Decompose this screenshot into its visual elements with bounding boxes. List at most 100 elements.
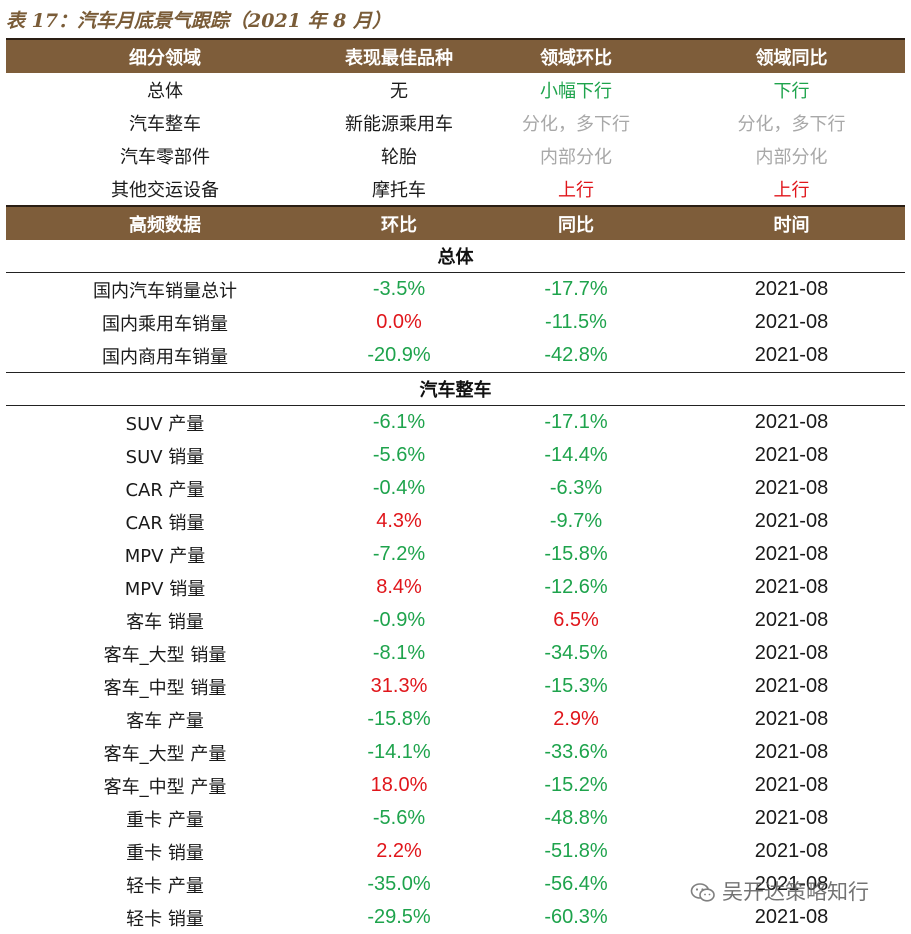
- yoy-value-cell: 6.5%: [553, 609, 599, 631]
- domain-mom-cell: 小幅下行: [540, 80, 612, 102]
- mom-value-cell: -0.4%: [372, 477, 426, 499]
- header-cell: 细分领域: [6, 38, 324, 73]
- table-row: 客车_大型 产量 -14.1% -33.6% 2021-08: [6, 736, 905, 769]
- table-row: 国内汽车销量总计 -3.5% -17.7% 2021-08: [6, 273, 905, 307]
- table-title: 表 17：汽车月底景气跟踪（2021 年 8 月）: [6, 10, 392, 32]
- domain-yoy-cell: 分化，多下行: [737, 113, 846, 135]
- time-cell: 2021-08: [754, 278, 829, 300]
- mom-value-cell: -7.2%: [372, 543, 426, 565]
- domain-row: 其他交运设备 摩托车 上行 上行: [6, 172, 905, 206]
- metric-name-cell: 轻卡 销量: [126, 908, 204, 930]
- domain-name-cell: 汽车整车: [129, 113, 201, 135]
- time-cell: 2021-08: [754, 576, 829, 598]
- table-row: 客车_中型 销量 31.3% -15.3% 2021-08: [6, 670, 905, 703]
- best-variety-cell: 轮胎: [381, 146, 417, 168]
- mom-value-cell: -6.1%: [372, 411, 426, 433]
- metric-name-cell: 客车 产量: [126, 710, 204, 732]
- table-row: 轻卡 产量 -35.0% -56.4% 2021-08: [6, 868, 905, 901]
- time-cell: 2021-08: [754, 807, 829, 829]
- best-variety-cell: 摩托车: [372, 179, 426, 201]
- metric-name-cell: 国内汽车销量总计: [93, 280, 237, 302]
- domain-name-cell: 汽车零部件: [120, 146, 210, 168]
- time-cell: 2021-08: [754, 708, 829, 730]
- header-row-highfreq: 高频数据 环比 同比 时间: [6, 205, 905, 240]
- metric-name-cell: CAR 产量: [125, 479, 205, 501]
- mom-value-cell: -5.6%: [372, 807, 426, 829]
- yoy-value-cell: -15.2%: [544, 774, 608, 796]
- header-cell: 环比: [324, 205, 474, 240]
- best-variety-cell: 无: [390, 80, 408, 102]
- table-row: 国内商用车销量 -20.9% -42.8% 2021-08: [6, 339, 905, 373]
- mom-value-cell: -8.1%: [372, 642, 426, 664]
- domain-row: 总体 无 小幅下行 下行: [6, 73, 905, 106]
- watermark-text: 吴开达策略知行: [722, 880, 869, 904]
- metric-name-cell: 客车_中型 销量: [103, 677, 227, 699]
- header-cell: 时间: [678, 205, 905, 240]
- metric-name-cell: 客车 销量: [126, 611, 204, 633]
- yoy-value-cell: -15.8%: [544, 543, 608, 565]
- table-row: SUV 产量 -6.1% -17.1% 2021-08: [6, 406, 905, 440]
- domain-mom-cell: 内部分化: [540, 146, 612, 168]
- metric-name-cell: 客车_大型 产量: [103, 743, 227, 765]
- header-cell: 表现最佳品种: [324, 38, 474, 73]
- time-cell: 2021-08: [754, 444, 829, 466]
- yoy-value-cell: -17.7%: [544, 278, 608, 300]
- best-variety-cell: 新能源乘用车: [345, 113, 453, 135]
- table-row: 重卡 销量 2.2% -51.8% 2021-08: [6, 835, 905, 868]
- metric-name-cell: MPV 产量: [124, 545, 206, 567]
- table-row: MPV 销量 8.4% -12.6% 2021-08: [6, 571, 905, 604]
- table-row: MPV 产量 -7.2% -15.8% 2021-08: [6, 538, 905, 571]
- yoy-value-cell: 2.9%: [553, 708, 599, 730]
- time-cell: 2021-08: [754, 774, 829, 796]
- domain-name-cell: 总体: [147, 80, 183, 102]
- metric-name-cell: SUV 销量: [125, 446, 205, 468]
- yoy-value-cell: -33.6%: [544, 741, 608, 763]
- time-cell: 2021-08: [754, 675, 829, 697]
- auto-tracking-table: 细分领域 表现最佳品种 领域环比 领域同比 总体 无 小幅下行 下行汽车整车 新能源乘用…: [6, 38, 905, 934]
- mom-value-cell: 4.3%: [376, 510, 422, 532]
- time-cell: 2021-08: [754, 311, 829, 333]
- domain-name-cell: 其他交运设备: [111, 179, 219, 201]
- yoy-value-cell: -12.6%: [544, 576, 608, 598]
- metric-name-cell: 重卡 产量: [126, 809, 204, 831]
- metric-name-cell: SUV 产量: [125, 413, 205, 435]
- table-row: SUV 销量 -5.6% -14.4% 2021-08: [6, 439, 905, 472]
- table-row: 国内乘用车销量 0.0% -11.5% 2021-08: [6, 306, 905, 339]
- mom-value-cell: -20.9%: [367, 344, 431, 366]
- domain-row: 汽车零部件 轮胎 内部分化 内部分化: [6, 139, 905, 172]
- table-row: 轻卡 销量 -29.5% -60.3% 2021-08: [6, 901, 905, 934]
- mom-value-cell: -14.1%: [367, 741, 431, 763]
- yoy-value-cell: -60.3%: [544, 906, 608, 928]
- table-row: 客车 产量 -15.8% 2.9% 2021-08: [6, 703, 905, 736]
- table-row: 重卡 产量 -5.6% -48.8% 2021-08: [6, 802, 905, 835]
- time-cell: 2021-08: [754, 873, 829, 895]
- yoy-value-cell: -6.3%: [549, 477, 603, 499]
- metric-name-cell: 客车_中型 产量: [103, 776, 227, 798]
- section-title: 总体: [6, 240, 905, 273]
- mom-value-cell: -0.9%: [372, 609, 426, 631]
- mom-value-cell: -15.8%: [367, 708, 431, 730]
- domain-yoy-cell: 下行: [773, 80, 810, 102]
- watermark: 吴开达策略知行: [690, 876, 869, 908]
- yoy-value-cell: -34.5%: [544, 642, 608, 664]
- yoy-value-cell: -14.4%: [544, 444, 608, 466]
- time-cell: 2021-08: [754, 477, 829, 499]
- metric-name-cell: 国内商用车销量: [102, 346, 228, 368]
- section-header-row: 总体: [6, 240, 905, 273]
- time-cell: 2021-08: [754, 510, 829, 532]
- mom-value-cell: 0.0%: [376, 311, 422, 333]
- time-cell: 2021-08: [754, 840, 829, 862]
- yoy-value-cell: -9.7%: [549, 510, 603, 532]
- metric-name-cell: 国内乘用车销量: [102, 313, 228, 335]
- table-row: 客车_中型 产量 18.0% -15.2% 2021-08: [6, 769, 905, 802]
- header-cell: 领域环比: [474, 38, 678, 73]
- yoy-value-cell: -48.8%: [544, 807, 608, 829]
- yoy-value-cell: -56.4%: [544, 873, 608, 895]
- table-row: CAR 销量 4.3% -9.7% 2021-08: [6, 505, 905, 538]
- time-cell: 2021-08: [754, 642, 829, 664]
- header-cell: 领域同比: [678, 38, 905, 73]
- time-cell: 2021-08: [754, 411, 829, 433]
- time-cell: 2021-08: [754, 906, 829, 928]
- section-title: 汽车整车: [6, 372, 905, 406]
- mom-value-cell: -5.6%: [372, 444, 426, 466]
